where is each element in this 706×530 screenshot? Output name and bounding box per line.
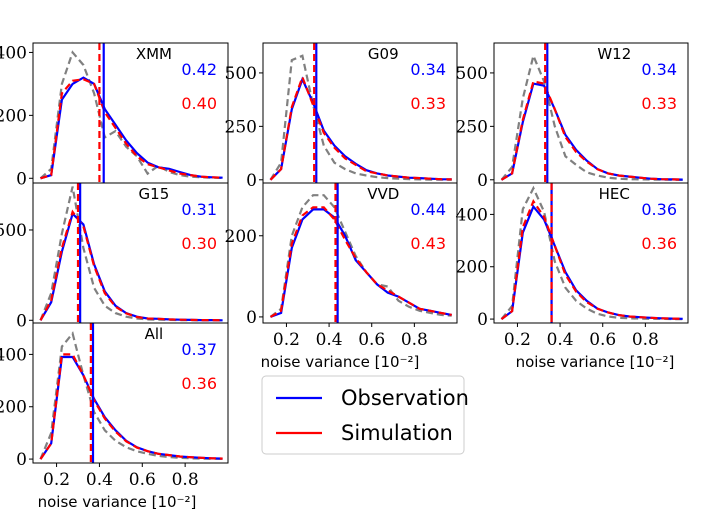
y-tick-label-all-0: 0 — [16, 450, 27, 470]
y-tick-label-g15-0: 0 — [16, 311, 27, 331]
y-tick-label-hec-2: 400 — [456, 205, 488, 225]
panel-name-g09: G09 — [368, 45, 399, 63]
simulation-mean-label-g15: 0.30 — [181, 234, 217, 253]
simulation-line-w12 — [500, 80, 683, 181]
simulation-line-g09 — [269, 74, 452, 181]
legend-observation-label: Observation — [341, 386, 469, 410]
panel-frame-vvd — [262, 182, 458, 324]
legend-simulation-label: Simulation — [341, 421, 453, 445]
panel-name-xmm: XMM — [136, 45, 172, 63]
simulation-mean-label-hec: 0.36 — [641, 234, 677, 253]
panel-plot-area-g09 — [269, 43, 452, 183]
observation-line-g15 — [39, 211, 223, 322]
observation-line-hec — [500, 204, 683, 320]
y-tick-label-hec-0: 0 — [477, 310, 488, 330]
y-tick-label-all-2: 400 — [0, 345, 27, 365]
x-tick-label-vvd-0: 0.2 — [273, 330, 300, 350]
reference-line-g09 — [269, 54, 452, 181]
simulation-mean-label-xmm: 0.40 — [181, 94, 217, 113]
simulation-line-all — [39, 353, 223, 460]
reference-line-all — [39, 331, 223, 460]
observation-mean-label-w12: 0.34 — [641, 60, 677, 79]
simulation-line-g15 — [39, 209, 223, 322]
x-tick-label-hec-0: 0.2 — [504, 330, 531, 350]
panel-g15: 0 500 G15 0.31 0.30 — [0, 182, 229, 331]
simulation-mean-label-g09: 0.33 — [410, 94, 446, 113]
y-tick-label-xmm-1: 200 — [0, 106, 27, 126]
observation-mean-label-g09: 0.34 — [410, 60, 446, 79]
panel-name-hec: HEC — [599, 185, 630, 203]
panels-layer: 0200400XMM0.420.400250500G090.340.330250… — [0, 42, 689, 490]
y-tick-label-vvd-1: 200 — [225, 227, 257, 247]
x-tick-label-all-3: 0.8 — [172, 470, 199, 490]
panel-plot-area-xmm — [39, 43, 223, 183]
panel-frame-hec — [493, 182, 689, 324]
x-tick-label-vvd-1: 0.4 — [316, 330, 343, 350]
observation-mean-label-vvd: 0.44 — [410, 200, 446, 219]
panel-plot-area-g15 — [39, 183, 223, 323]
x-tick-label-all-2: 0.6 — [129, 470, 156, 490]
panel-name-w12: W12 — [597, 45, 631, 63]
y-tick-label-all-1: 200 — [0, 398, 27, 418]
panel-w12: 0 250 500 W12 0.34 0.33 — [456, 42, 689, 191]
x-tick-label-all-1: 0.4 — [86, 470, 113, 490]
panel-xmm: 0 200 400 XMM 0.42 0.40 — [0, 42, 229, 189]
legend: Observation Simulation — [261, 375, 469, 455]
panel-plot-area-all — [39, 323, 223, 463]
y-tick-label-w12-0: 0 — [477, 171, 488, 191]
simulation-mean-label-w12: 0.33 — [641, 94, 677, 113]
simulation-mean-label-all: 0.36 — [181, 374, 217, 393]
legend-frame — [261, 375, 465, 455]
observation-line-all — [39, 355, 223, 460]
panel-name-vvd: VVD — [367, 185, 399, 203]
simulation-line-xmm — [40, 78, 223, 180]
y-tick-label-g15-1: 500 — [0, 221, 27, 241]
y-tick-label-vvd-0: 0 — [246, 308, 257, 328]
x-tick-label-vvd-2: 0.6 — [358, 330, 385, 350]
simulation-line-hec — [500, 198, 683, 320]
panel-all: 0 200 400 0.2 0.4 0.6 0.8 All 0.37 0.36 — [0, 322, 229, 490]
y-tick-label-w12-1: 250 — [456, 117, 488, 137]
y-tick-label-g09-1: 250 — [225, 117, 257, 137]
panel-plot-area-vvd — [269, 183, 452, 323]
observation-mean-label-g15: 0.31 — [181, 200, 217, 219]
panel-name-all: All — [145, 325, 164, 343]
panel-name-g15: G15 — [139, 185, 170, 203]
simulation-mean-label-vvd: 0.43 — [410, 234, 446, 253]
x-axis-label-left: noise variance [10⁻²] — [38, 493, 197, 511]
y-tick-label-g09-2: 500 — [225, 64, 257, 84]
x-tick-label-hec-1: 0.4 — [547, 330, 574, 350]
y-tick-label-w12-2: 500 — [456, 64, 488, 84]
y-tick-label-xmm-0: 0 — [16, 169, 27, 189]
panel-hec: 0 200 400 0.2 0.4 0.6 0.8 HEC 0.36 0.36 — [456, 182, 689, 350]
y-tick-label-hec-1: 200 — [456, 258, 488, 278]
panel-frame-all — [32, 322, 229, 464]
panel-g09: 0 250 500 G09 0.34 0.33 — [225, 42, 458, 191]
observation-mean-label-all: 0.37 — [181, 340, 217, 359]
panel-vvd: 0 200 0.2 0.4 0.6 0.8 VVD 0.44 0.43 — [225, 182, 458, 350]
reference-line-xmm — [39, 50, 223, 180]
panel-plot-area-w12 — [500, 43, 683, 183]
x-axis-label-middle: noise variance [10⁻²] — [261, 353, 420, 371]
x-tick-label-vvd-3: 0.8 — [401, 330, 428, 350]
panel-plot-area-hec — [500, 183, 683, 323]
x-axis-label-right: noise variance [10⁻²] — [516, 353, 675, 371]
y-tick-label-xmm-2: 400 — [0, 43, 27, 63]
reference-line-w12 — [500, 52, 683, 181]
reference-line-hec — [500, 185, 683, 321]
observation-mean-label-hec: 0.36 — [641, 200, 677, 219]
observation-line-xmm — [40, 76, 223, 180]
x-tick-label-all-0: 0.2 — [43, 470, 70, 490]
x-axis-label-group: noise variance [10⁻²] noise variance [10… — [38, 353, 675, 511]
x-tick-label-hec-3: 0.8 — [632, 330, 659, 350]
x-tick-label-hec-2: 0.6 — [589, 330, 616, 350]
observation-mean-label-xmm: 0.42 — [181, 60, 217, 79]
simulation-line-vvd — [269, 206, 452, 318]
y-tick-label-g09-0: 0 — [246, 171, 257, 191]
